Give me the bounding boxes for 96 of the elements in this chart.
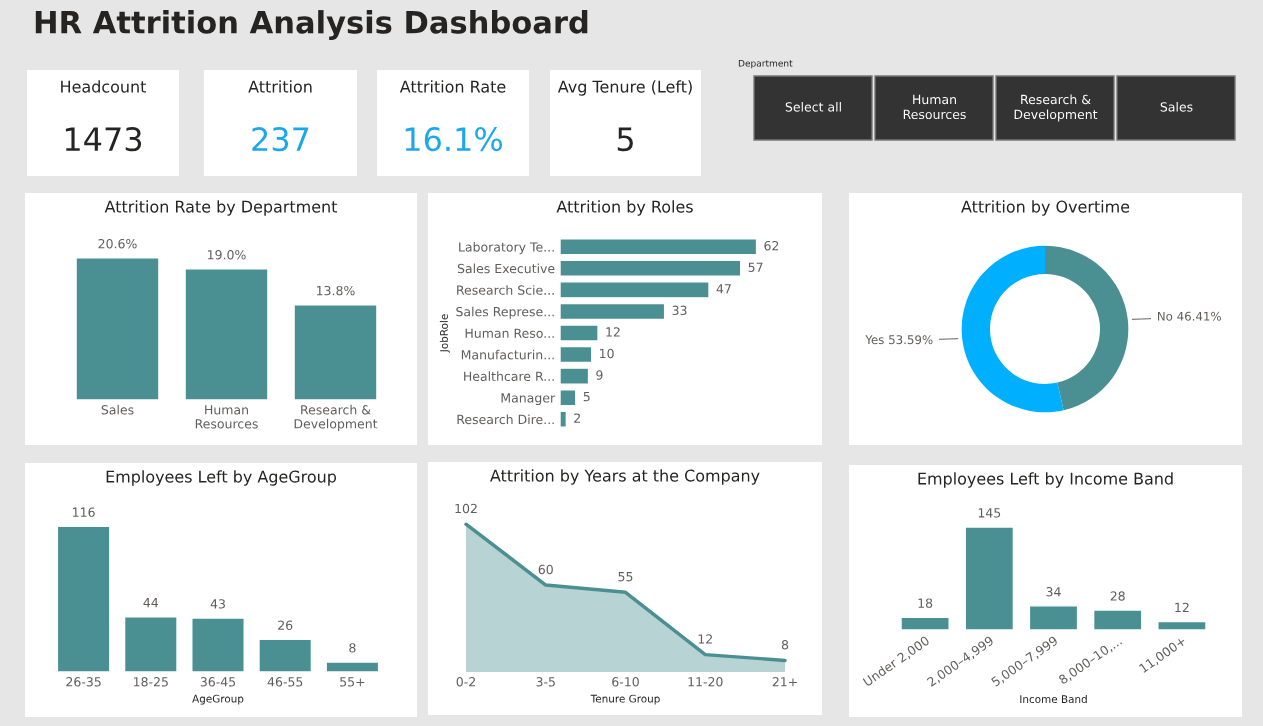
data-label: 116 [73, 507, 95, 517]
x-tick-label: 26-35 [66, 677, 101, 687]
data-label: 28 [1110, 591, 1125, 601]
text: Attrition Rate [399, 80, 506, 93]
x-tick-label: 55+ [340, 677, 365, 687]
data-label: 62 [764, 240, 779, 251]
data-label: 102 [455, 503, 477, 514]
data-label: 12 [606, 327, 620, 337]
bar [560, 410, 568, 428]
x-tick-label: Sales [101, 404, 134, 415]
chart-title: Employees Left by AgeGroup [106, 470, 337, 486]
bar [900, 616, 950, 630]
data-label: 12 [1175, 602, 1189, 612]
bar [560, 302, 666, 321]
bar [1157, 620, 1207, 630]
data-label: 18 [918, 598, 933, 608]
text: Research & Development [1014, 94, 1098, 122]
x-tick-label: 3-5 [536, 677, 555, 687]
x-tick-label: 21+ [772, 677, 797, 687]
bar [560, 238, 758, 256]
bar [560, 324, 599, 342]
bar [560, 345, 593, 364]
text: Human Resources [903, 94, 966, 120]
y-tick-label: Healthcare R... [464, 371, 554, 382]
chart-title: Attrition by Overtime [961, 200, 1130, 216]
donut-slice [1045, 245, 1129, 411]
bar [560, 281, 710, 299]
data-label: 26 [278, 620, 293, 630]
bar [325, 661, 380, 672]
bar [56, 525, 111, 672]
data-label: 2 [574, 413, 580, 423]
data-label: 8 [781, 640, 789, 650]
slice-label: Yes 53.59% [865, 335, 933, 345]
y-tick-label: Research Dire... [457, 414, 554, 425]
data-label: 5 [583, 392, 590, 402]
data-label: 9 [596, 370, 603, 380]
y-tick-label: Sales Executive [457, 263, 555, 274]
data-label: 33 [672, 305, 687, 316]
text: 16.1% [405, 127, 502, 152]
data-label: 12 [698, 634, 712, 644]
y-tick-label: Manufacturin... [461, 349, 554, 360]
text: Sales [1160, 101, 1193, 112]
data-label: 47 [716, 284, 731, 294]
bar [964, 526, 1015, 630]
data-label: 13.8% [317, 285, 355, 296]
data-label: 8 [349, 643, 356, 653]
bar [191, 617, 245, 672]
x-tick-label: 6-10 [612, 677, 639, 687]
x-axis-title: AgeGroup [192, 694, 244, 705]
y-tick-label: Manager [501, 393, 556, 406]
x-axis-title: Tenure Group [590, 694, 660, 705]
data-label: 20.6% [98, 238, 137, 249]
chart-title: Employees Left by Income Band [918, 472, 1173, 488]
text: 5 [617, 127, 633, 152]
slice-label: No 46.41% [1158, 311, 1222, 321]
bar [560, 367, 590, 385]
bar [123, 616, 178, 672]
text: HR Attrition Analysis Dashboard [35, 10, 588, 40]
x-tick-label: Research & Development [294, 404, 378, 431]
y-tick-label: Sales Represe... [456, 306, 554, 319]
text: Headcount [61, 80, 147, 93]
text: 1473 [65, 127, 142, 152]
bar [560, 388, 577, 407]
text: Avg Tenure (Left) [557, 80, 692, 96]
x-tick-label: 36-45 [200, 677, 236, 687]
data-label: 10 [600, 348, 614, 359]
data-label: 57 [748, 262, 763, 272]
chart-title: Attrition Rate by Department [104, 200, 338, 216]
bar [258, 638, 313, 672]
x-tick-label: 11-20 [688, 677, 723, 687]
x-axis-title: Income Band [1020, 694, 1087, 704]
data-label: 44 [143, 598, 159, 608]
bar [1092, 609, 1143, 630]
bar [1028, 605, 1079, 630]
x-tick-label: Human Resources [195, 405, 258, 429]
text: Attrition [248, 80, 312, 93]
data-label: 145 [978, 508, 1001, 518]
data-label: 60 [538, 564, 553, 575]
text: Department [738, 59, 793, 69]
data-label: 43 [210, 599, 225, 609]
x-tick-label: 46-55 [267, 677, 303, 687]
y-tick-label: Human Reso... [465, 328, 554, 338]
y-tick-label: Laboratory Te... [459, 242, 554, 255]
data-label: 34 [1046, 587, 1061, 597]
data-label: 19.0% [208, 249, 246, 260]
text: Select all [785, 101, 841, 112]
text: 237 [252, 127, 309, 152]
chart-title: Attrition by Roles [556, 200, 693, 216]
chart-title: Attrition by Years at the Company [490, 469, 760, 485]
x-tick-label: 18-25 [134, 677, 168, 687]
data-label: 55 [618, 572, 633, 582]
y-axis-title: JobRole [439, 314, 450, 353]
donut-slice [961, 245, 1064, 413]
x-tick-label: 0-2 [456, 677, 475, 687]
bar [560, 259, 742, 278]
y-tick-label: Research Scie... [457, 285, 554, 295]
